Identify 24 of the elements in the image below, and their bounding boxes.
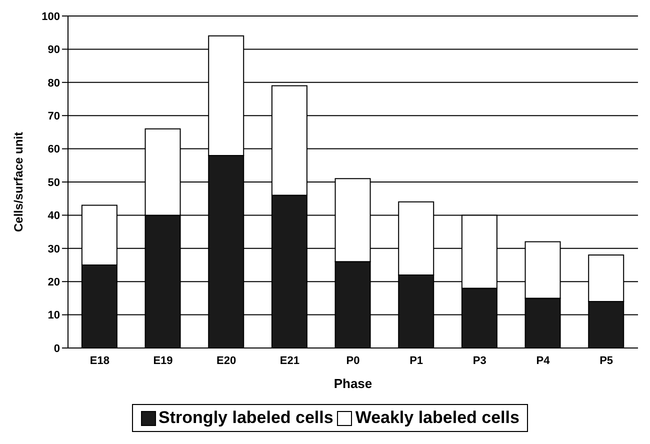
x-tick-label: E20 [216,354,236,367]
y-tick-label: 40 [48,210,60,222]
y-tick-label: 10 [48,310,60,322]
y-tick-label: 20 [48,276,60,289]
y-axis-title: Cells/surface unit [11,132,26,232]
y-tick-label: 80 [48,77,60,90]
y-tick-label: 50 [48,176,60,189]
y-tick-label: 70 [48,110,60,123]
y-tick-label: 90 [48,44,60,56]
legend-label: Weakly labeled cells [354,408,520,428]
y-tick-label: 100 [42,10,60,23]
y-tick-label: 30 [48,243,60,256]
x-tick-label: P1 [410,354,424,367]
y-tick-label: 60 [48,144,60,156]
x-tick-label: E21 [280,354,300,367]
x-tick-label: E19 [153,354,173,367]
y-tick-label: 0 [54,342,60,355]
legend-label: Strongly labeled cells [158,408,334,428]
x-tick-label: P4 [536,354,551,367]
x-tick-label: E18 [90,354,110,367]
x-axis-title: Phase [334,376,372,391]
x-tick-label: P0 [346,354,360,367]
x-tick-label: P3 [472,354,486,367]
x-tick-label: P5 [600,354,614,367]
